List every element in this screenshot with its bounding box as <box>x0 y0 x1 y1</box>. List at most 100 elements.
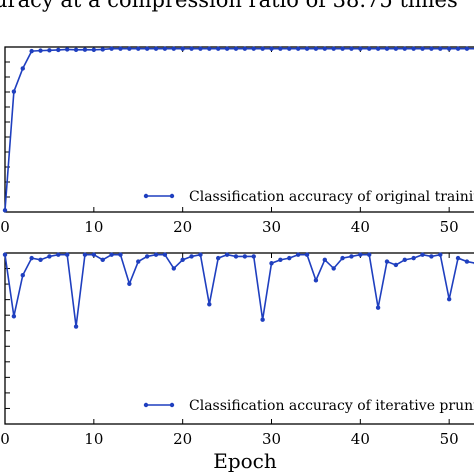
data-point <box>73 324 79 329</box>
data-point <box>278 46 283 51</box>
data-point <box>429 254 434 259</box>
data-point <box>313 46 319 51</box>
legend-marker <box>169 193 175 199</box>
data-point <box>162 46 168 51</box>
x-tick-label: 10 <box>84 218 103 236</box>
data-point <box>56 252 61 257</box>
data-point <box>20 66 25 71</box>
x-tick-label: 50 <box>440 430 459 448</box>
data-point <box>251 254 256 259</box>
data-point <box>2 208 8 213</box>
legend: Classification accuracy of iterative pru… <box>143 398 474 414</box>
data-point <box>429 46 434 51</box>
data-point <box>420 252 425 257</box>
data-point <box>455 255 461 261</box>
x-tick-label: 0 <box>0 218 10 236</box>
data-point <box>29 255 34 261</box>
data-point <box>100 47 105 52</box>
data-point <box>464 259 470 264</box>
data-point <box>29 48 34 54</box>
data-point <box>340 46 345 51</box>
data-point <box>180 46 185 51</box>
data-point <box>287 255 292 261</box>
plots-group: 0 10 20 30 40 50 Classification accuracy of or… <box>0 46 474 473</box>
data-point <box>446 296 452 302</box>
data-point <box>2 252 8 257</box>
data-point <box>127 46 132 51</box>
data-point <box>64 47 70 52</box>
legend-marker <box>143 193 149 199</box>
data-point <box>20 273 25 278</box>
data-point <box>375 46 381 51</box>
data-point <box>118 252 123 257</box>
data-point <box>384 46 390 51</box>
x-tick-label: 10 <box>84 430 103 448</box>
x-tick-label: 30 <box>262 430 281 448</box>
data-point <box>322 46 327 51</box>
data-point <box>144 254 150 259</box>
data-point <box>295 46 301 51</box>
data-point <box>153 46 159 51</box>
data-point <box>242 254 248 259</box>
data-point <box>216 255 221 261</box>
data-point <box>411 46 416 51</box>
data-point <box>260 46 265 51</box>
data-point <box>82 47 88 52</box>
data-point <box>251 46 256 51</box>
data-point <box>402 46 407 51</box>
figure-title: uracy at a compression ratio of 38.75 ti… <box>0 0 458 12</box>
x-tick-label: 20 <box>173 218 192 236</box>
data-point <box>162 252 168 257</box>
data-point <box>358 252 363 257</box>
data-point <box>11 314 17 319</box>
data-point <box>349 46 354 51</box>
data-point <box>207 46 212 51</box>
data-point <box>64 252 70 257</box>
data-point <box>180 257 185 263</box>
data-point <box>446 46 452 51</box>
data-point <box>411 255 416 261</box>
data-point <box>127 281 132 286</box>
legend-label: Classification accuracy of original trai… <box>189 189 474 205</box>
data-point <box>216 46 221 51</box>
data-point <box>331 266 336 271</box>
data-point <box>11 89 17 94</box>
data-point <box>358 46 363 51</box>
data-point <box>367 46 372 51</box>
data-point <box>224 46 230 51</box>
data-point <box>207 302 212 307</box>
data-point <box>56 47 61 53</box>
data-point <box>118 46 123 51</box>
data-point <box>438 252 443 257</box>
data-point <box>189 254 194 259</box>
legend-marker <box>169 402 175 408</box>
data-point <box>82 252 88 257</box>
data-point <box>136 259 141 264</box>
data-point <box>331 46 336 51</box>
data-point <box>464 46 470 51</box>
data-point <box>393 46 399 51</box>
data-point <box>393 262 399 268</box>
data-point <box>455 46 461 51</box>
data-point <box>198 46 203 51</box>
data-point <box>47 254 52 259</box>
x-tick-label: 30 <box>262 218 281 236</box>
data-point <box>109 46 114 51</box>
data-point <box>287 46 292 51</box>
x-tick-label: 0 <box>0 430 10 448</box>
data-point <box>91 252 97 257</box>
data-point <box>340 255 345 261</box>
data-point <box>38 257 43 263</box>
data-point <box>304 252 310 257</box>
x-tick-label: 50 <box>440 218 459 236</box>
data-point <box>171 46 176 51</box>
data-point <box>295 252 301 257</box>
data-point <box>144 46 150 51</box>
data-point <box>313 278 319 283</box>
data-point <box>189 46 194 51</box>
data-point <box>73 47 79 53</box>
legend-label: Classification accuracy of iterative pru… <box>189 398 474 414</box>
data-point <box>278 257 283 263</box>
